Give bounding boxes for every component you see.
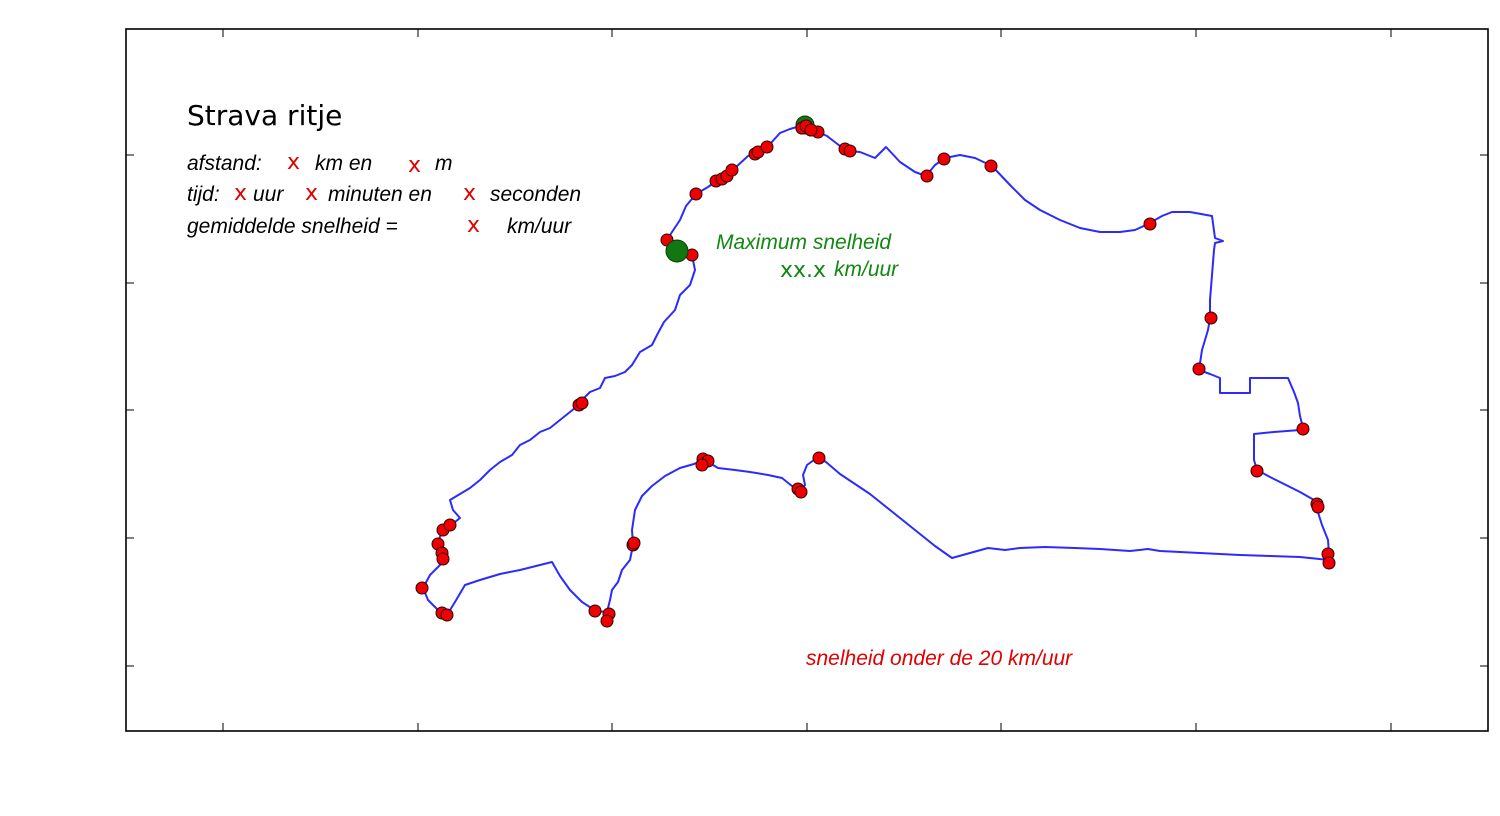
distance-km-placeholder: x (287, 150, 300, 175)
info-text: uur (253, 183, 284, 206)
slow-point (689, 187, 703, 201)
slow-point (436, 552, 450, 566)
slow-point (984, 159, 998, 173)
info-line-time: tijd: x uur x minuten en x seconden (187, 181, 581, 206)
slow-point (1250, 464, 1264, 478)
y-ticks (126, 154, 1488, 667)
info-text: km/uur (507, 215, 572, 238)
minutes-placeholder: x (305, 181, 318, 206)
seconds-placeholder: x (463, 181, 476, 206)
slow-point (415, 581, 429, 595)
info-text: seconden (490, 183, 581, 206)
slow-point (575, 396, 589, 410)
slow-point (1204, 311, 1218, 325)
slow-point (920, 169, 934, 183)
info-text: m (435, 152, 453, 175)
slow-point (1296, 422, 1310, 436)
chart-title: Strava ritje (187, 99, 342, 132)
max-speed-points (665, 115, 818, 263)
max-speed-label: Maximum snelheid (716, 231, 892, 254)
hours-placeholder: x (234, 181, 247, 206)
x-ticks (222, 29, 1392, 731)
slow-point (794, 485, 808, 499)
slow-point (600, 614, 614, 628)
max-speed-value: xx.x (780, 258, 826, 283)
info-text: tijd: (187, 183, 220, 206)
slow-point (588, 604, 602, 618)
slow-point (760, 140, 774, 154)
distance-m-placeholder: x (408, 153, 421, 178)
info-text: gemiddelde snelheid = (187, 215, 398, 238)
slow-point (1311, 500, 1325, 514)
slow-point (443, 518, 457, 532)
slow-point (804, 123, 818, 137)
slow-point (440, 608, 454, 622)
avg-speed-placeholder: x (467, 213, 480, 238)
slow-point (1322, 556, 1336, 570)
slow-point (695, 458, 709, 472)
slow-point (1143, 217, 1157, 231)
max-speed-point (665, 239, 689, 263)
slow-point (627, 536, 641, 550)
slow-point (843, 144, 857, 158)
info-text: minuten en (328, 183, 432, 206)
info-text: km en (315, 152, 372, 175)
max-speed-unit: km/uur (834, 258, 899, 281)
slow-point (937, 152, 951, 166)
slow-speed-label: snelheid onder de 20 km/uur (806, 647, 1073, 670)
info-line-distance: afstand: x km en x m (187, 150, 453, 178)
info-line-speed: gemiddelde snelheid = x km/uur (187, 213, 572, 238)
route-line (422, 125, 1330, 616)
slow-point (812, 451, 826, 465)
slow-point (725, 163, 739, 177)
slow-point (1192, 362, 1206, 376)
info-text: afstand: (187, 152, 262, 175)
